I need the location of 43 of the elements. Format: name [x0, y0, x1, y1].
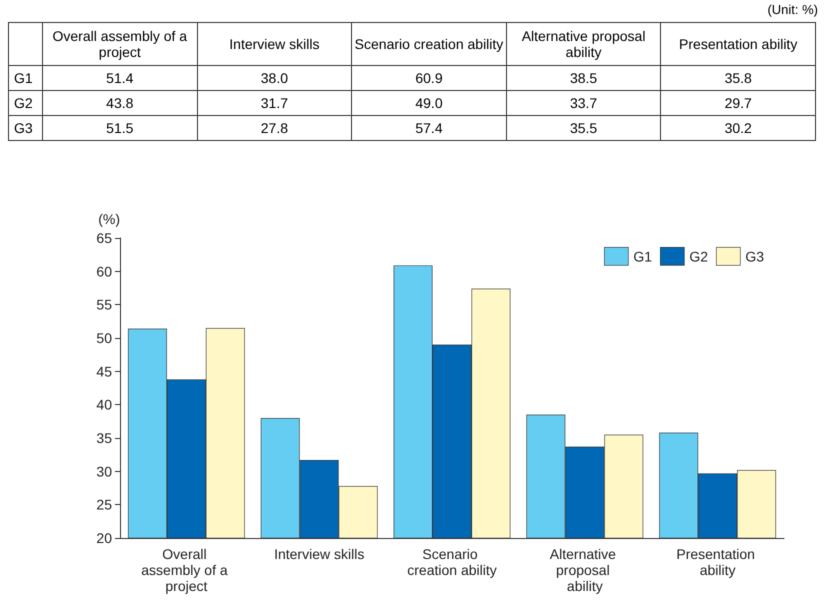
- data-label: 31.7: [197, 90, 352, 116]
- y-axis-title: (%): [98, 211, 120, 227]
- category-label: Overall assembly of a project: [52, 28, 188, 60]
- y-tick-label: 60: [96, 263, 112, 280]
- data-label: 35.5: [506, 116, 661, 140]
- category-label: Alternative proposal ability: [522, 28, 646, 60]
- text: (Unit: %): [767, 2, 818, 17]
- y-tick-label: 55: [96, 296, 112, 313]
- category-label: Presentation ability: [679, 36, 798, 52]
- category-label: Scenario creation ability: [354, 36, 504, 52]
- x-tick-label: Presentation ability: [676, 546, 759, 578]
- text: G2: [14, 95, 33, 111]
- data-label: 30.2: [660, 116, 816, 140]
- legend-label: G3: [745, 248, 764, 264]
- data-label: 60.9: [352, 66, 506, 90]
- x-tick-label: Overall assembly of a project: [141, 546, 232, 594]
- text: G3: [14, 120, 33, 136]
- y-tick-label: 50: [96, 330, 112, 346]
- y-tick-label: 65: [96, 230, 112, 246]
- data-label: 29.7: [660, 90, 816, 116]
- y-tick-label: 30: [96, 463, 112, 480]
- data-label: 38.0: [197, 66, 352, 90]
- data-label: 38.5: [506, 66, 661, 90]
- category-label: Interview skills: [229, 36, 320, 52]
- y-tick-label: 20: [96, 530, 112, 546]
- data-label: 35.8: [660, 66, 816, 90]
- y-tick-label: 35: [96, 430, 112, 446]
- text: G1: [14, 70, 33, 86]
- y-tick-label: 25: [96, 496, 112, 513]
- data-label: 43.8: [42, 90, 198, 116]
- data-label: 51.5: [42, 116, 198, 140]
- legend-label: G1: [633, 248, 652, 264]
- data-label: 51.4: [42, 66, 198, 90]
- data-label: 27.8: [197, 116, 352, 140]
- x-tick-label: Interview skills: [274, 546, 364, 562]
- x-tick-label: Alternative proposal ability: [550, 546, 620, 594]
- data-label: 33.7: [506, 90, 661, 116]
- legend-label: G2: [689, 248, 708, 264]
- data-label: 49.0: [352, 90, 506, 116]
- y-tick-label: 45: [96, 363, 112, 380]
- y-tick-label: 40: [96, 396, 112, 413]
- x-tick-label: Scenario creation ability: [407, 546, 497, 578]
- data-label: 57.4: [352, 116, 506, 140]
